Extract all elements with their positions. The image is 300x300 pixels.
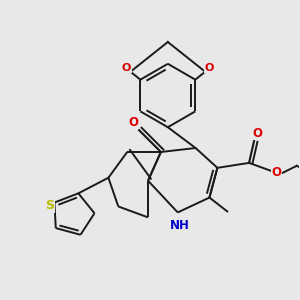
Text: O: O bbox=[128, 116, 138, 129]
Text: O: O bbox=[272, 166, 282, 179]
Text: O: O bbox=[122, 63, 131, 73]
Text: NH: NH bbox=[170, 219, 190, 232]
Text: O: O bbox=[252, 127, 262, 140]
Text: S: S bbox=[45, 199, 54, 212]
Text: O: O bbox=[205, 63, 214, 73]
